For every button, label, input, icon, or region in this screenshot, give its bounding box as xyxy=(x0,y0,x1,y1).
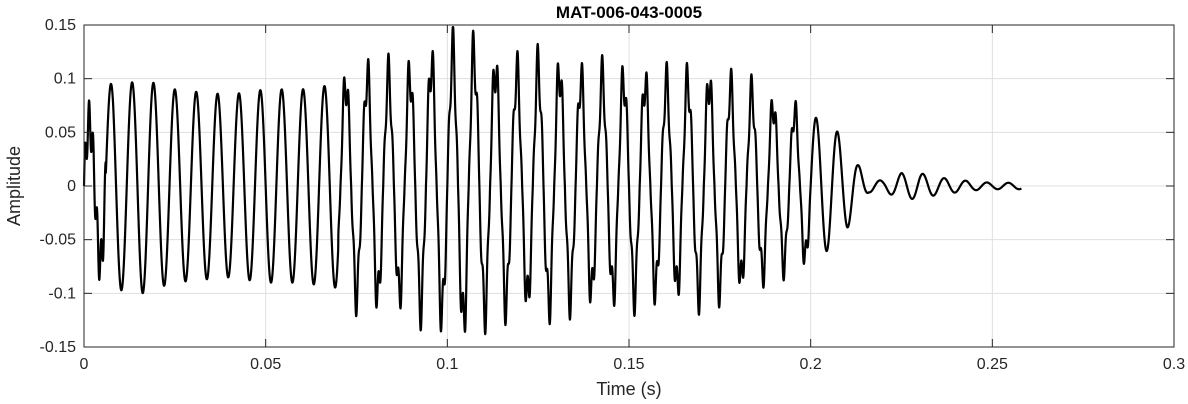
x-tick-label: 0.3 xyxy=(1163,356,1185,373)
x-tick-label: 0.15 xyxy=(613,356,644,373)
chart-title: MAT-006-043-0005 xyxy=(556,3,702,22)
y-tick-label: -0.05 xyxy=(40,232,77,249)
y-tick-label: 0.05 xyxy=(45,124,76,141)
y-tick-label: 0 xyxy=(67,178,76,195)
y-tick-label: -0.15 xyxy=(40,339,77,356)
x-tick-label: 0.25 xyxy=(977,356,1008,373)
y-tick-label: 0.15 xyxy=(45,17,76,34)
x-tick-label: 0.1 xyxy=(436,356,458,373)
x-axis-label: Time (s) xyxy=(596,379,661,399)
x-tick-label: 0 xyxy=(80,356,89,373)
series-group xyxy=(82,26,1023,336)
series-line xyxy=(82,26,1023,336)
ticks-group: 0 0.05 0.1 0.15 0.2 0.25 0.3 -0.15 -0.1 -0.05 0 0.0… xyxy=(40,17,1186,373)
x-tick-label: 0.05 xyxy=(250,356,281,373)
y-tick-label: -0.1 xyxy=(48,285,76,302)
y-axis-label: Amplitude xyxy=(4,146,24,226)
y-tick-label: 0.1 xyxy=(54,71,76,88)
x-tick-label: 0.2 xyxy=(800,356,822,373)
